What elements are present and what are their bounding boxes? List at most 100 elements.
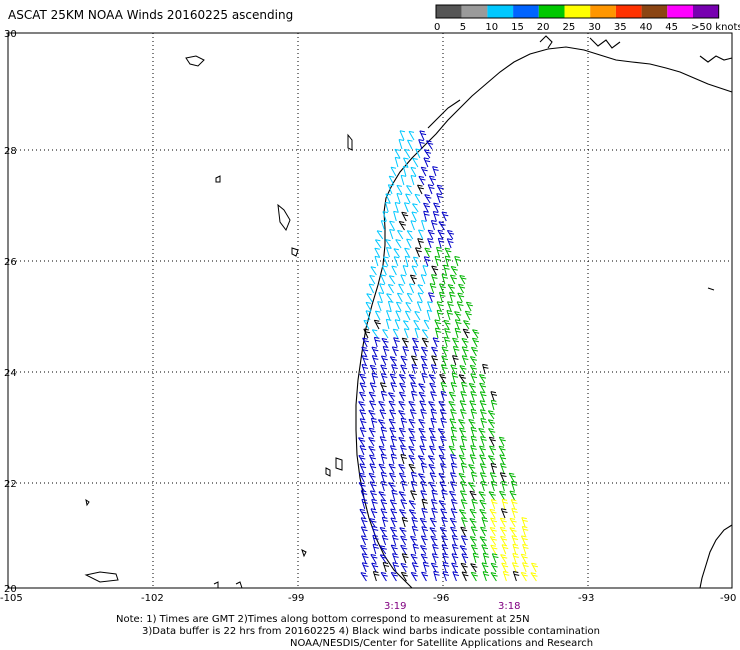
- wind-barb: [469, 365, 476, 375]
- wind-barb-flag: [420, 394, 426, 397]
- wind-barb-flag: [380, 274, 386, 277]
- legend-label-2: 10: [485, 22, 498, 33]
- wind-barb-flag: [471, 447, 477, 450]
- wind-barb-flag: [435, 258, 441, 261]
- wind-barb: [380, 481, 385, 492]
- wind-barb-flag: [400, 454, 406, 456]
- wind-barb-flag: [424, 247, 430, 250]
- wind-barb-flag: [382, 265, 388, 268]
- wind-barb: [365, 302, 372, 312]
- wind-barb-flag: [416, 250, 422, 253]
- wind-barb: [398, 472, 405, 483]
- wind-barb-flag: [491, 562, 497, 565]
- wind-barb-flag: [372, 556, 378, 559]
- wind-barb: [410, 536, 417, 546]
- wind-barb-flag: [503, 547, 509, 549]
- wind-barb: [441, 535, 447, 546]
- wind-barb-flag: [490, 391, 496, 394]
- wind-barb-flag: [429, 382, 435, 385]
- wind-barb: [396, 293, 403, 303]
- wind-barb: [371, 499, 376, 510]
- wind-barb-flag: [461, 553, 467, 556]
- wind-barb-flag: [501, 544, 508, 547]
- wind-barb-flag: [437, 184, 443, 187]
- wind-barb: [404, 256, 409, 267]
- wind-barb: [395, 301, 402, 312]
- wind-barb: [369, 463, 375, 474]
- wind-barb-flag: [523, 528, 529, 531]
- wind-barb-flag: [492, 565, 498, 568]
- wind-barb-flag: [421, 535, 427, 538]
- wind-barb: [368, 410, 375, 420]
- wind-barb: [389, 445, 395, 456]
- wind-barb-flag: [441, 489, 447, 492]
- wind-barb: [448, 401, 455, 411]
- wind-barb: [395, 239, 402, 249]
- wind-barb-flag: [419, 130, 425, 133]
- note-line-2: 3)Data buffer is 22 hrs from 20160225 4)…: [142, 626, 600, 637]
- wind-barb-flag: [421, 462, 427, 465]
- wind-barb: [479, 454, 485, 465]
- wind-barb-flag: [480, 376, 487, 379]
- wind-barb: [373, 337, 378, 348]
- wind-barb-flag: [400, 493, 406, 496]
- pass-time-1: 3:19: [384, 601, 406, 612]
- wind-barb-flag: [462, 355, 468, 358]
- lat-label-30: 30: [4, 29, 17, 40]
- wind-barb-flag: [381, 439, 387, 441]
- wind-barb-flag: [441, 376, 447, 379]
- wind-barb: [487, 455, 495, 465]
- wind-barb-flag: [408, 401, 414, 403]
- wind-barb-flag: [421, 493, 427, 495]
- wind-barb-flag: [409, 500, 415, 503]
- wind-barb-flag: [369, 518, 375, 521]
- wind-barb: [441, 490, 446, 501]
- wind-barb-flag: [442, 384, 448, 387]
- wind-barb: [498, 446, 505, 456]
- wind-barb-flag: [411, 211, 417, 214]
- wind-barb: [489, 472, 495, 483]
- wind-barb-flag: [390, 445, 396, 448]
- wind-barb: [401, 517, 406, 528]
- wind-barb-flag: [382, 211, 388, 214]
- wind-barb-flag: [452, 571, 458, 574]
- wind-barb-flag: [449, 391, 455, 394]
- wind-barb-flag: [450, 409, 456, 412]
- wind-barb-flag: [401, 502, 408, 505]
- wind-barb: [481, 517, 486, 528]
- wind-barb: [424, 247, 430, 258]
- wind-barb-flag: [492, 574, 498, 577]
- wind-barb-flag: [465, 322, 471, 325]
- wind-barb-flag: [396, 301, 402, 304]
- wind-barb: [430, 535, 437, 546]
- wind-barb-flag: [449, 291, 455, 294]
- wind-barb-flag: [360, 403, 366, 406]
- wind-barb: [358, 401, 365, 411]
- wind-barb-flag: [413, 565, 419, 568]
- wind-barb-flag: [461, 511, 467, 514]
- wind-barb: [391, 265, 397, 276]
- wind-barb-flag: [431, 285, 437, 288]
- wind-barb-flag: [371, 484, 377, 487]
- wind-barb-flag: [420, 430, 426, 433]
- wind-barb-flag: [439, 283, 445, 286]
- wind-barb: [448, 392, 455, 402]
- wind-barb-flag: [380, 382, 386, 385]
- wind-barb: [371, 373, 376, 384]
- wind-barb-flag: [429, 481, 435, 484]
- wind-barb-flag: [471, 457, 477, 459]
- wind-barb: [428, 464, 435, 474]
- wind-barb: [423, 211, 427, 222]
- wind-barb-flag: [470, 427, 477, 429]
- wind-barb-flag: [470, 409, 477, 411]
- wind-barb: [388, 392, 395, 402]
- wind-barb-flag: [449, 445, 455, 448]
- wind-barb-flag: [423, 340, 429, 343]
- wind-barb-flag: [411, 265, 418, 268]
- wind-barb: [469, 490, 476, 501]
- wind-barb-flag: [450, 294, 456, 297]
- wind-barb-flag: [389, 275, 395, 278]
- wind-barb: [376, 230, 384, 240]
- wind-barb-flag: [381, 390, 387, 393]
- wind-barb-flag: [400, 412, 406, 415]
